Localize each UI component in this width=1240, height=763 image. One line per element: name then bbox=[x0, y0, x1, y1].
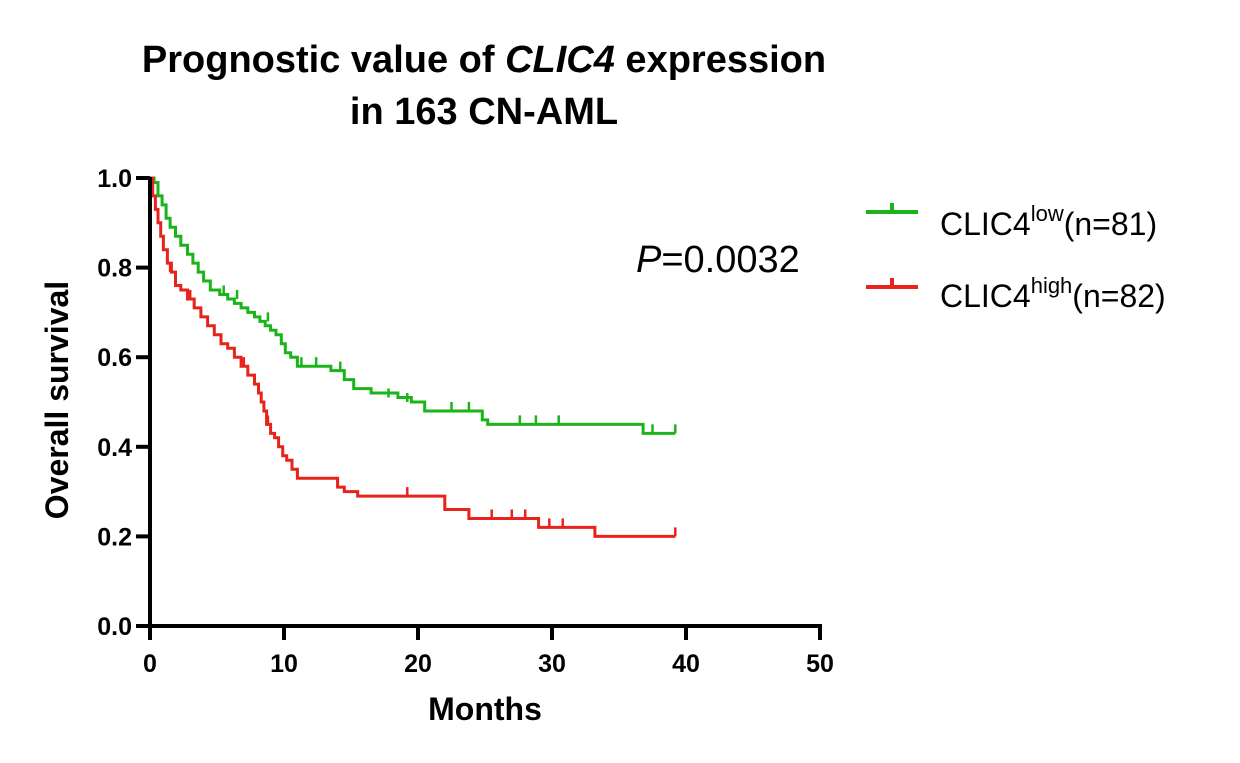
series-line-high bbox=[150, 176, 676, 538]
p-value-number: =0.0032 bbox=[661, 239, 799, 281]
x-tick-label: 0 bbox=[143, 650, 157, 678]
y-tick-label: 1.0 bbox=[97, 165, 132, 193]
x-tick-label: 50 bbox=[806, 650, 834, 678]
p-value-symbol: P bbox=[636, 239, 662, 281]
chart-title-suffix: expression bbox=[615, 39, 826, 81]
y-axis-title: Overall survival bbox=[39, 281, 75, 519]
series-line-low bbox=[150, 176, 676, 435]
x-axis-ticks: 0 10 20 30 40 50 bbox=[143, 626, 834, 678]
y-tick-label: 0.0 bbox=[97, 613, 132, 641]
x-tick-label: 20 bbox=[404, 650, 432, 678]
chart-title-line1: Prognostic value of CLIC4 expression bbox=[142, 39, 826, 81]
legend-entry-low: CLIC4low(n=81) bbox=[866, 201, 1157, 242]
legend-label-high-sup: high bbox=[1031, 273, 1073, 298]
legend: CLIC4low(n=81) CLIC4high(n=82) bbox=[866, 201, 1166, 314]
legend-label-low-sup: low bbox=[1031, 201, 1064, 226]
y-tick-label: 0.6 bbox=[97, 344, 132, 372]
x-axis-title: Months bbox=[428, 691, 542, 727]
x-tick-label: 10 bbox=[270, 650, 298, 678]
y-tick-label: 0.4 bbox=[97, 434, 132, 462]
y-tick-label: 0.8 bbox=[97, 255, 132, 283]
legend-label-high-n: (n=82) bbox=[1072, 278, 1165, 314]
y-tick-label: 0.2 bbox=[97, 523, 132, 551]
chart-title-line2: in 163 CN-AML bbox=[350, 91, 618, 133]
series-layer bbox=[150, 176, 677, 538]
legend-label-low: CLIC4low(n=81) bbox=[940, 201, 1157, 242]
legend-label-low-n: (n=81) bbox=[1064, 206, 1157, 242]
legend-label-low-base: CLIC4 bbox=[940, 206, 1031, 242]
x-tick-label: 30 bbox=[538, 650, 566, 678]
chart-title-prefix: Prognostic value of bbox=[142, 39, 505, 81]
x-tick-label: 40 bbox=[672, 650, 700, 678]
p-value: P=0.0032 bbox=[636, 239, 800, 281]
legend-label-high-base: CLIC4 bbox=[940, 278, 1031, 314]
chart-title-gene: CLIC4 bbox=[505, 39, 615, 81]
legend-label-high: CLIC4high(n=82) bbox=[940, 273, 1166, 314]
y-axis-ticks: 0.0 0.2 0.4 0.6 0.8 1.0 bbox=[97, 165, 150, 641]
legend-entry-high: CLIC4high(n=82) bbox=[866, 273, 1166, 314]
